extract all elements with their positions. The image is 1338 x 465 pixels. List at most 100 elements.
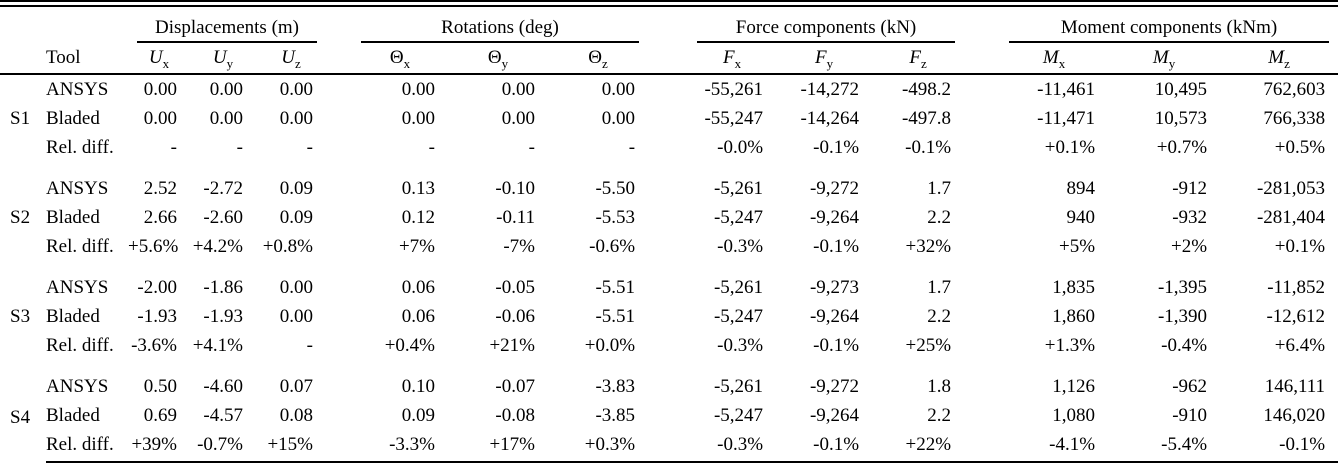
- table-row: Bladed 2.66 -2.60 0.09 0.12 -0.11 -5.53 -5,247 -…: [0, 203, 1338, 232]
- value-cell: 1,860: [1052, 305, 1096, 327]
- value-cell: 0.13: [401, 177, 435, 199]
- column-spacer-cell: [964, 232, 1000, 261]
- value-cell: 0.00: [401, 107, 435, 129]
- value-cell: -9,273: [809, 276, 860, 298]
- section-label: S3: [10, 305, 31, 327]
- value-cell: -9,272: [809, 375, 860, 397]
- value-cell: -0.1%: [776, 430, 873, 465]
- tool-cell: Bladed: [46, 305, 100, 327]
- value-cell: -: [306, 334, 313, 356]
- value-cell: 1.7: [927, 177, 952, 199]
- value-cell: 2.52: [143, 177, 177, 199]
- value-cell: 766,338: [1263, 107, 1326, 129]
- value-cell: -5.51: [595, 276, 636, 298]
- value-cell: 2.2: [927, 206, 952, 228]
- value-cell: -2.72: [203, 177, 243, 199]
- column-spacer-cell: [326, 331, 352, 360]
- value-cell: -0.1%: [813, 334, 860, 356]
- value-cell: -2.00: [137, 276, 177, 298]
- value-cell: 940: [1066, 206, 1096, 228]
- tool-cell: Rel. diff.: [46, 136, 114, 158]
- value-cell: 0.00: [501, 107, 535, 129]
- value-cell: 2.2: [927, 404, 952, 426]
- value-cell: -0.1%: [1220, 430, 1338, 465]
- column-spacer-cell: [648, 203, 688, 232]
- column-spacer-cell: [964, 203, 1000, 232]
- column-header-uz: Uz: [256, 43, 326, 75]
- value-cell: +25%: [905, 334, 952, 356]
- value-cell: -7%: [503, 235, 535, 257]
- value-cell: +6.4%: [1274, 334, 1326, 356]
- value-cell: -962: [1172, 375, 1208, 397]
- column-spacer-cell: [326, 203, 352, 232]
- value-cell: -14,264: [800, 107, 860, 129]
- value-cell: -: [170, 136, 177, 158]
- value-cell: +0.3%: [548, 430, 649, 465]
- column-spacer-cell: [964, 104, 1000, 133]
- value-cell: -5,261: [713, 375, 764, 397]
- value-cell: -0.3%: [717, 334, 764, 356]
- column-spacer-cell: [964, 302, 1000, 331]
- column-spacer-cell: [648, 74, 688, 104]
- column-header-thetaz: Θz: [548, 43, 649, 75]
- column-spacer-cell: [648, 372, 688, 401]
- value-cell: 2.2: [927, 305, 952, 327]
- group-moments: Moment components (kNm): [1000, 0, 1338, 43]
- value-cell: -: [306, 136, 313, 158]
- value-cell: +0.0%: [584, 334, 636, 356]
- column-header-fx: Fx: [688, 43, 777, 75]
- column-spacer-cell: [964, 430, 1001, 465]
- tool-cell: ANSYS: [46, 78, 109, 100]
- value-cell: +4.1%: [192, 334, 243, 356]
- group-rotations: Rotations (deg): [352, 0, 649, 43]
- table-row: Rel. diff. -3.6% +4.1% - +0.4% +21% +0.0% -0.3%…: [0, 331, 1338, 360]
- tool-cell: ANSYS: [46, 375, 109, 397]
- value-cell: 2.66: [143, 206, 177, 228]
- group-forces: Force components (kN): [688, 0, 965, 43]
- value-cell: +0.5%: [1274, 136, 1326, 158]
- value-cell: -0.7%: [190, 430, 256, 465]
- value-cell: -: [428, 136, 435, 158]
- section-gap-row: [0, 162, 1338, 174]
- value-cell: -: [236, 136, 243, 158]
- table-row: S2 ANSYS 2.52 -2.72 0.09 0.13 -0.10 -5.50 -5,261…: [0, 174, 1338, 228]
- table-row: S1 ANSYS 0.00 0.00 0.00 0.00 0.00 0.00 -55,261 -1…: [0, 74, 1338, 129]
- column-spacer-cell: [326, 74, 352, 104]
- value-cell: 0.06: [401, 305, 435, 327]
- column-spacer-cell: [648, 104, 688, 133]
- tool-cell: Rel. diff.: [46, 235, 114, 257]
- value-cell: -0.1%: [905, 136, 952, 158]
- column-spacer-cell: [326, 104, 352, 133]
- value-cell: -5.50: [595, 177, 636, 199]
- value-cell: -55,247: [704, 107, 764, 129]
- value-cell: -3.83: [595, 375, 636, 397]
- value-cell: -4.57: [203, 404, 243, 426]
- group-label-displacements: Displacements (m): [137, 17, 317, 43]
- column-spacer-cell: [326, 302, 352, 331]
- value-cell: +21%: [489, 334, 535, 356]
- group-label-forces: Force components (kN): [697, 17, 956, 43]
- value-cell: 0.09: [401, 404, 435, 426]
- value-cell: +39%: [128, 430, 190, 465]
- tool-cell: Bladed: [46, 206, 100, 228]
- column-spacer-cell: [326, 232, 352, 261]
- column-spacer-cell: [648, 273, 688, 302]
- value-cell: -0.0%: [717, 136, 764, 158]
- value-cell: 0.00: [143, 107, 177, 129]
- tool-column-header: Tool: [46, 43, 128, 75]
- value-cell: -281,053: [1256, 177, 1326, 199]
- value-cell: -0.11: [496, 206, 535, 228]
- tool-cell: ANSYS: [46, 276, 109, 298]
- value-cell: 0.00: [209, 78, 243, 100]
- column-spacer-cell: [326, 430, 352, 465]
- table-row: Bladed -1.93 -1.93 0.00 0.06 -0.06 -5.51 -5,247…: [0, 302, 1338, 331]
- group-spacer: [964, 0, 1001, 43]
- value-cell: +17%: [448, 430, 548, 465]
- column-spacer-cell: [964, 74, 1000, 104]
- value-cell: -9,264: [809, 305, 860, 327]
- value-cell: -498.2: [901, 78, 952, 100]
- value-cell: -1,395: [1157, 276, 1208, 298]
- value-cell: -11,471: [1037, 107, 1096, 129]
- value-cell: 0.09: [279, 177, 313, 199]
